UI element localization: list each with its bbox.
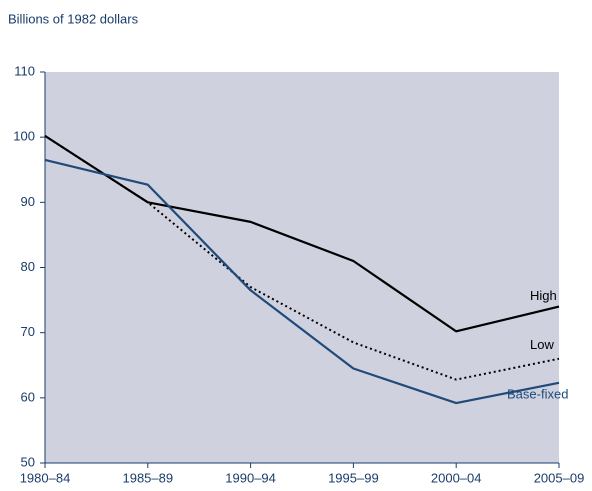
y-tick-label: 50 [21, 454, 35, 469]
y-tick-label: 70 [21, 324, 35, 339]
x-tick-label: 2005–09 [534, 470, 585, 485]
y-tick-label: 110 [14, 63, 35, 78]
series-label: High [530, 288, 557, 303]
y-tick-label: 80 [21, 259, 35, 274]
series-label: Base-fixed [507, 386, 568, 401]
axis-title: Billions of 1982 dollars [8, 11, 139, 26]
x-tick-label: 1980–84 [20, 470, 71, 485]
plot-area [45, 72, 559, 463]
series-label: Low [530, 337, 554, 352]
x-tick-label: 2000–04 [431, 470, 482, 485]
series-line [44, 158, 560, 405]
y-tick-label: 60 [21, 389, 35, 404]
y-tick-label: 90 [21, 194, 35, 209]
x-tick-label: 1985–89 [122, 470, 173, 485]
x-tick-label: 1995–99 [328, 470, 379, 485]
x-tick-label: 1990–94 [225, 470, 276, 485]
y-tick-label: 100 [13, 129, 35, 144]
series-line [44, 134, 560, 333]
